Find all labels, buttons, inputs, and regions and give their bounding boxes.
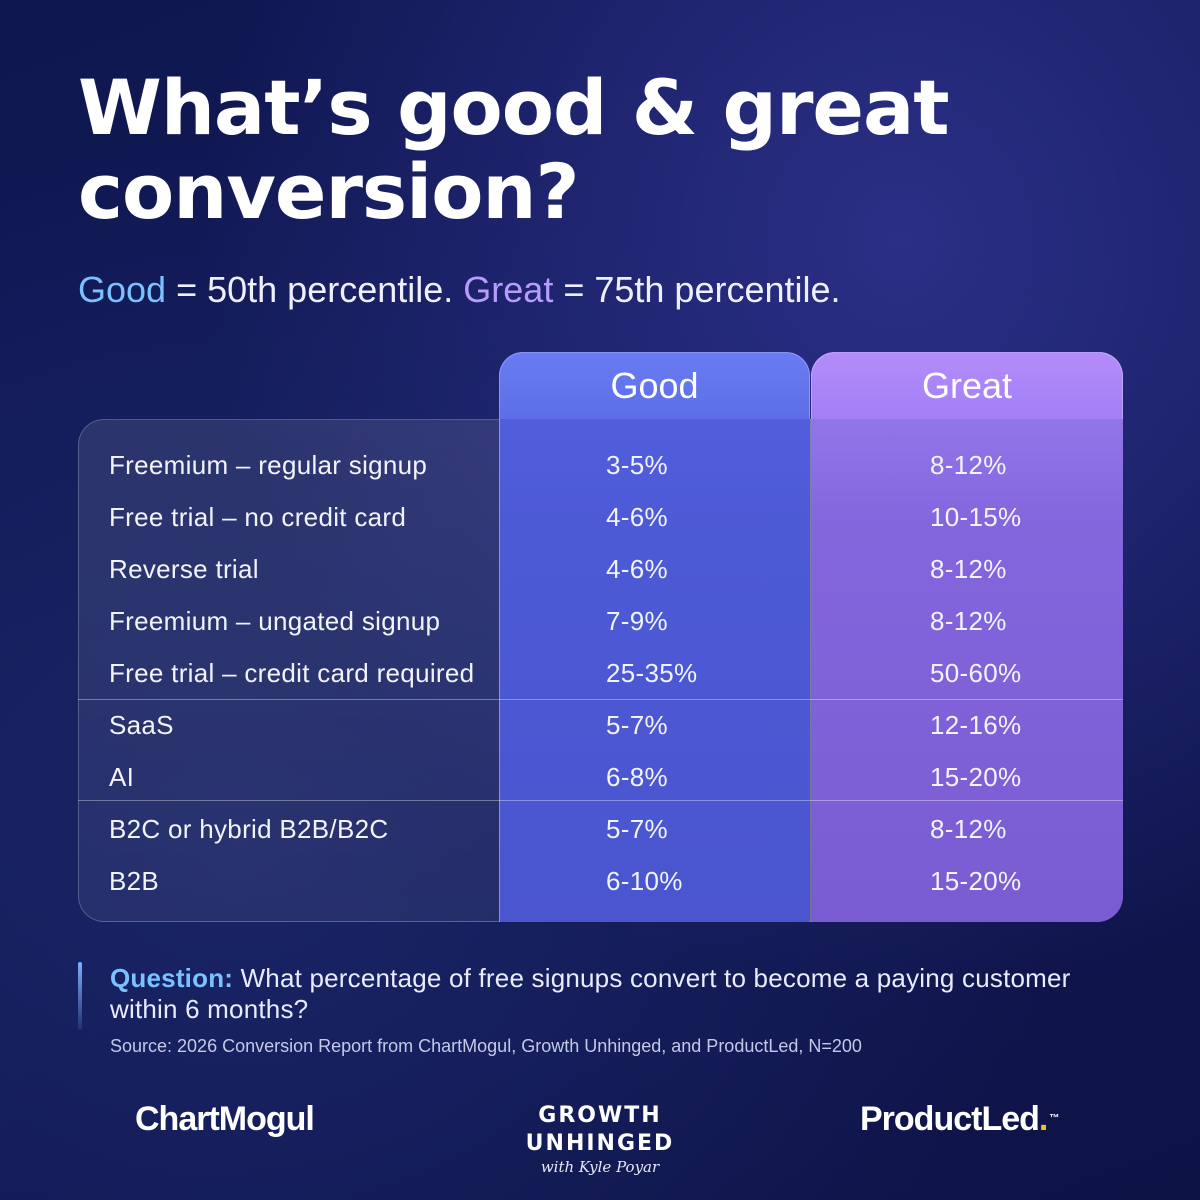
conversion-table: Good Great Freemium – regular signup 3-5%… bbox=[78, 352, 1123, 922]
good-value: 5-7% bbox=[606, 710, 668, 740]
row-label: Reverse trial bbox=[109, 554, 259, 584]
productled-wordmark: ProductLed bbox=[860, 1100, 1040, 1138]
table-row: AI 6-8% 15-20% bbox=[78, 751, 1123, 803]
subtitle-great-definition: = 75th percentile. bbox=[553, 269, 841, 310]
great-value: 8-12% bbox=[930, 814, 1007, 844]
table-row: SaaS 5-7% 12-16% bbox=[78, 699, 1123, 751]
good-value: 25-35% bbox=[606, 658, 698, 688]
subtitle-good-word: Good bbox=[78, 269, 167, 310]
row-label: AI bbox=[109, 762, 135, 792]
great-column bbox=[811, 352, 1123, 922]
productled-trademark: ™ bbox=[1049, 1113, 1059, 1124]
page-title: What’s good & great conversion? bbox=[78, 63, 950, 236]
table-row: Free trial – no credit card 4-6% 10-15% bbox=[78, 491, 1123, 543]
good-value: 5-7% bbox=[606, 814, 668, 844]
row-label: B2B bbox=[109, 866, 160, 896]
source-note: Source: 2026 Conversion Report from Char… bbox=[110, 1036, 862, 1056]
good-value: 4-6% bbox=[606, 502, 668, 532]
growth-unhinged-byline: with Kyle Poyar bbox=[540, 1158, 660, 1176]
table-row: Freemium – ungated signup 7-9% 8-12% bbox=[78, 595, 1123, 647]
good-value: 7-9% bbox=[606, 606, 668, 636]
great-value: 15-20% bbox=[930, 762, 1022, 792]
great-value: 15-20% bbox=[930, 866, 1022, 896]
subtitle-good-definition: = 50th percentile. bbox=[166, 269, 464, 310]
great-value: 8-12% bbox=[930, 606, 1007, 636]
question-accent-bar bbox=[78, 962, 82, 1030]
great-value: 8-12% bbox=[930, 554, 1007, 584]
great-value: 10-15% bbox=[930, 502, 1022, 532]
growth-unhinged-wordmark: GROWTH UNHINGED bbox=[525, 1103, 675, 1156]
subtitle: Good = 50th percentile. Great = 75th per… bbox=[78, 268, 841, 312]
great-value: 8-12% bbox=[930, 450, 1007, 480]
group-divider-2 bbox=[78, 800, 1123, 801]
row-label: SaaS bbox=[109, 710, 174, 740]
column-divider-right bbox=[810, 419, 811, 922]
column-divider-left bbox=[499, 419, 500, 922]
good-value: 6-10% bbox=[606, 866, 683, 896]
row-label: Freemium – ungated signup bbox=[109, 606, 441, 636]
subtitle-great-word: Great bbox=[463, 269, 554, 310]
row-label: B2C or hybrid B2B/B2C bbox=[109, 814, 389, 844]
table-row: Free trial – credit card required 25-35% 5… bbox=[78, 647, 1123, 699]
group-divider-1 bbox=[78, 699, 1123, 700]
question-label: Question: bbox=[110, 963, 234, 993]
row-label: Free trial – credit card required bbox=[109, 658, 475, 688]
productled-dot: . bbox=[1038, 1100, 1049, 1138]
row-label: Free trial – no credit card bbox=[109, 502, 407, 532]
table-row: B2C or hybrid B2B/B2C 5-7% 8-12% bbox=[78, 803, 1123, 855]
great-column-header: Great bbox=[811, 352, 1123, 419]
chartmogul-logo: ChartMogul bbox=[135, 1100, 315, 1138]
table-row: Reverse trial 4-6% 8-12% bbox=[78, 543, 1123, 595]
row-label: Freemium – regular signup bbox=[109, 450, 428, 480]
good-column bbox=[499, 352, 810, 922]
great-value: 12-16% bbox=[930, 710, 1022, 740]
good-value: 4-6% bbox=[606, 554, 668, 584]
great-value: 50-60% bbox=[930, 658, 1022, 688]
good-value: 3-5% bbox=[606, 450, 668, 480]
growth-unhinged-logo: GROWTH UNHINGED with Kyle Poyar bbox=[462, 1102, 738, 1176]
survey-question: Question: What percentage of free signup… bbox=[110, 963, 1110, 1025]
good-column-header: Good bbox=[499, 352, 810, 419]
table-row: Freemium – regular signup 3-5% 8-12% bbox=[78, 439, 1123, 491]
table-row: B2B 6-10% 15-20% bbox=[78, 855, 1123, 907]
productled-logo: ProductLed. ™ bbox=[860, 1098, 1059, 1140]
question-text: What percentage of free signups convert … bbox=[110, 963, 1071, 1024]
good-value: 6-8% bbox=[606, 762, 668, 792]
